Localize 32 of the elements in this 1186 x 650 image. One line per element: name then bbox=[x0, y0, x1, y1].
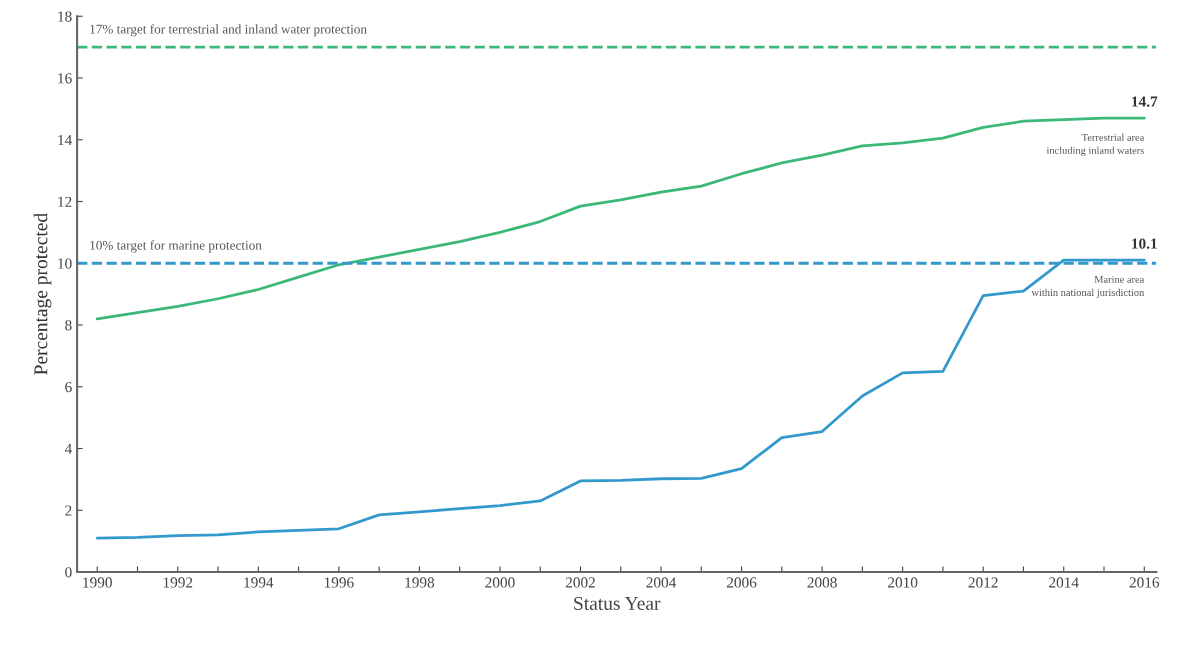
y-tick-label: 10 bbox=[58, 258, 72, 269]
series-label: Marine area within national jurisdiction bbox=[1031, 275, 1145, 299]
x-tick-label: 2016 bbox=[1129, 577, 1160, 588]
x-tick-label: 2010 bbox=[888, 577, 918, 588]
y-tick-label: 14 bbox=[58, 134, 72, 146]
y-tick-label: 6 bbox=[65, 381, 72, 393]
y-tick-label: 4 bbox=[64, 443, 72, 454]
y-axis-title: Percentage protected bbox=[33, 213, 52, 375]
x-axis-title: Status Year bbox=[574, 596, 661, 610]
x-tick-label: 1998 bbox=[405, 577, 435, 588]
x-tick-label: 2004 bbox=[646, 577, 677, 588]
y-tick-label: 2 bbox=[65, 505, 72, 516]
x-tick-label: 2006 bbox=[726, 577, 757, 588]
y-tick-label: 12 bbox=[58, 196, 72, 207]
ref-line-label: 17% target for terrestrial and inland water protection bbox=[90, 24, 367, 37]
x-tick-label: 2012 bbox=[968, 577, 998, 588]
x-tick-label: 1990 bbox=[83, 577, 112, 588]
x-tick-label: 1994 bbox=[244, 577, 274, 588]
x-tick-label: 2000 bbox=[485, 577, 515, 588]
y-tick-label: 0 bbox=[65, 567, 72, 578]
annotation: 10.1 bbox=[1132, 238, 1157, 249]
x-tick-label: 1996 bbox=[324, 577, 354, 588]
x-tick-label: 1992 bbox=[163, 577, 193, 588]
annotation: 14.7 bbox=[1132, 96, 1158, 107]
series-label: Terrestrial area including inland waters bbox=[1046, 133, 1145, 157]
y-tick-label: 16 bbox=[58, 73, 72, 84]
ref-line-label: 10% target for marine protection bbox=[90, 240, 262, 253]
x-tick-label: 2008 bbox=[807, 577, 837, 588]
y-tick-label: 8 bbox=[65, 320, 72, 331]
x-tick-label: 2014 bbox=[1049, 577, 1079, 588]
y-tick-label: 18 bbox=[58, 11, 72, 22]
x-tick-label: 2002 bbox=[565, 577, 595, 588]
